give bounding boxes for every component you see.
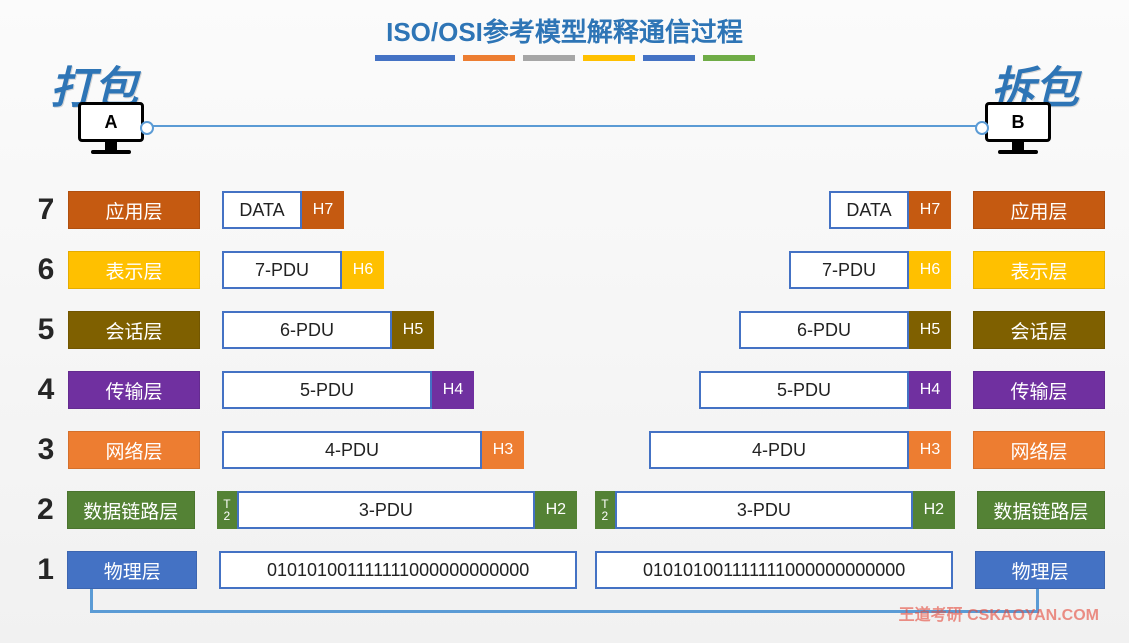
layer-box-right: 会话层 bbox=[973, 311, 1105, 349]
pdu-left: 5-PDUH4 bbox=[222, 371, 474, 409]
layer-number: 3 bbox=[24, 433, 68, 467]
watermark-text: 王道考研 CSKAOYAN.COM bbox=[899, 601, 1099, 625]
pdu-left: T23-PDUH2 bbox=[217, 491, 577, 529]
pdu-right: 6-PDUH5 bbox=[739, 311, 951, 349]
host-link-line bbox=[146, 125, 983, 127]
pdu-right: 7-PDUH6 bbox=[789, 251, 951, 289]
pdu-right: 5-PDUH4 bbox=[699, 371, 951, 409]
layer-box-left: 传输层 bbox=[68, 371, 200, 409]
layer-number: 2 bbox=[24, 493, 67, 527]
pdu-left: DATAH7 bbox=[222, 191, 344, 229]
layer-box-left: 表示层 bbox=[68, 251, 200, 289]
pdu-center: 010101001111111000000000000 0101010011111… bbox=[211, 551, 961, 589]
pdu-box: 5-PDU bbox=[699, 371, 909, 409]
header-box: H2 bbox=[913, 491, 955, 529]
header-box: H2 bbox=[535, 491, 577, 529]
pdu-box: 4-PDU bbox=[222, 431, 482, 469]
pdu-right: 4-PDUH3 bbox=[649, 431, 951, 469]
layer-box-left: 物理层 bbox=[67, 551, 197, 589]
layer-box-left: 应用层 bbox=[68, 191, 200, 229]
layer-box-right: 网络层 bbox=[973, 431, 1105, 469]
header-box: H6 bbox=[909, 251, 951, 289]
layer-box-right: 数据链路层 bbox=[977, 491, 1105, 529]
row-layer-5: 5会话层6-PDUH56-PDUH5会话层 bbox=[0, 300, 1129, 360]
pdu-box: 6-PDU bbox=[222, 311, 392, 349]
pdu-box: 010101001111111000000000000 bbox=[219, 551, 577, 589]
host-b-icon: B bbox=[985, 102, 1051, 154]
layer-number: 5 bbox=[24, 313, 68, 347]
header-box: H5 bbox=[909, 311, 951, 349]
row-layer-6: 6表示层7-PDUH67-PDUH6表示层 bbox=[0, 240, 1129, 300]
pdu-box: DATA bbox=[829, 191, 909, 229]
pdu-box: DATA bbox=[222, 191, 302, 229]
header-box: H5 bbox=[392, 311, 434, 349]
pdu-left: 010101001111111000000000000 bbox=[219, 551, 577, 589]
header-box: H7 bbox=[909, 191, 951, 229]
pdu-center: 4-PDUH34-PDUH3 bbox=[214, 431, 959, 469]
pdu-right: T23-PDUH2 bbox=[595, 491, 955, 529]
pdu-box: 4-PDU bbox=[649, 431, 909, 469]
pdu-left: 7-PDUH6 bbox=[222, 251, 384, 289]
pdu-left: 4-PDUH3 bbox=[222, 431, 524, 469]
pdu-center: DATAH7DATAH7 bbox=[214, 191, 959, 229]
pdu-center: 6-PDUH56-PDUH5 bbox=[214, 311, 959, 349]
host-a-icon: A bbox=[78, 102, 144, 154]
row-layer-4: 4传输层5-PDUH45-PDUH4传输层 bbox=[0, 360, 1129, 420]
row-layer-1: 1物理层010101001111111000000000000010101001… bbox=[0, 540, 1129, 600]
host-a-label: A bbox=[78, 102, 144, 142]
pdu-center: 7-PDUH67-PDUH6 bbox=[214, 251, 959, 289]
pdu-left: 6-PDUH5 bbox=[222, 311, 434, 349]
pdu-box: 6-PDU bbox=[739, 311, 909, 349]
layer-box-right: 物理层 bbox=[975, 551, 1105, 589]
header-box: H3 bbox=[482, 431, 524, 469]
pdu-box: 3-PDU bbox=[615, 491, 913, 529]
trailer-box: T2 bbox=[217, 491, 237, 529]
trailer-box: T2 bbox=[595, 491, 615, 529]
pdu-right: 010101001111111000000000000 bbox=[595, 551, 953, 589]
layer-box-left: 网络层 bbox=[68, 431, 200, 469]
layer-box-right: 传输层 bbox=[973, 371, 1105, 409]
layer-box-left: 会话层 bbox=[68, 311, 200, 349]
layer-number: 4 bbox=[24, 373, 68, 407]
pdu-center: 5-PDUH45-PDUH4 bbox=[214, 371, 959, 409]
pdu-box: 3-PDU bbox=[237, 491, 535, 529]
row-layer-3: 3网络层4-PDUH34-PDUH3网络层 bbox=[0, 420, 1129, 480]
physical-medium-line bbox=[90, 610, 1039, 613]
header-box: H3 bbox=[909, 431, 951, 469]
pdu-box: 010101001111111000000000000 bbox=[595, 551, 953, 589]
header-box: H4 bbox=[432, 371, 474, 409]
header-box: H6 bbox=[342, 251, 384, 289]
title-accent-bars bbox=[0, 55, 1129, 61]
layer-number: 6 bbox=[24, 253, 68, 287]
pdu-right: DATAH7 bbox=[829, 191, 951, 229]
pdu-box: 7-PDU bbox=[222, 251, 342, 289]
layer-box-right: 表示层 bbox=[973, 251, 1105, 289]
page-title: ISO/OSI参考模型解释通信过程 bbox=[0, 0, 1129, 49]
row-layer-7: 7应用层DATAH7DATAH7应用层 bbox=[0, 180, 1129, 240]
layer-box-right: 应用层 bbox=[973, 191, 1105, 229]
layer-number: 7 bbox=[24, 193, 68, 227]
header-box: H4 bbox=[909, 371, 951, 409]
pdu-box: 5-PDU bbox=[222, 371, 432, 409]
header-box: H7 bbox=[302, 191, 344, 229]
layer-rows: 7应用层DATAH7DATAH7应用层6表示层7-PDUH67-PDUH6表示层… bbox=[0, 180, 1129, 600]
host-b-label: B bbox=[985, 102, 1051, 142]
pdu-box: 7-PDU bbox=[789, 251, 909, 289]
layer-box-left: 数据链路层 bbox=[67, 491, 195, 529]
pdu-center: T23-PDUH2T23-PDUH2 bbox=[209, 491, 963, 529]
layer-number: 1 bbox=[24, 553, 67, 587]
row-layer-2: 2数据链路层T23-PDUH2T23-PDUH2数据链路层 bbox=[0, 480, 1129, 540]
